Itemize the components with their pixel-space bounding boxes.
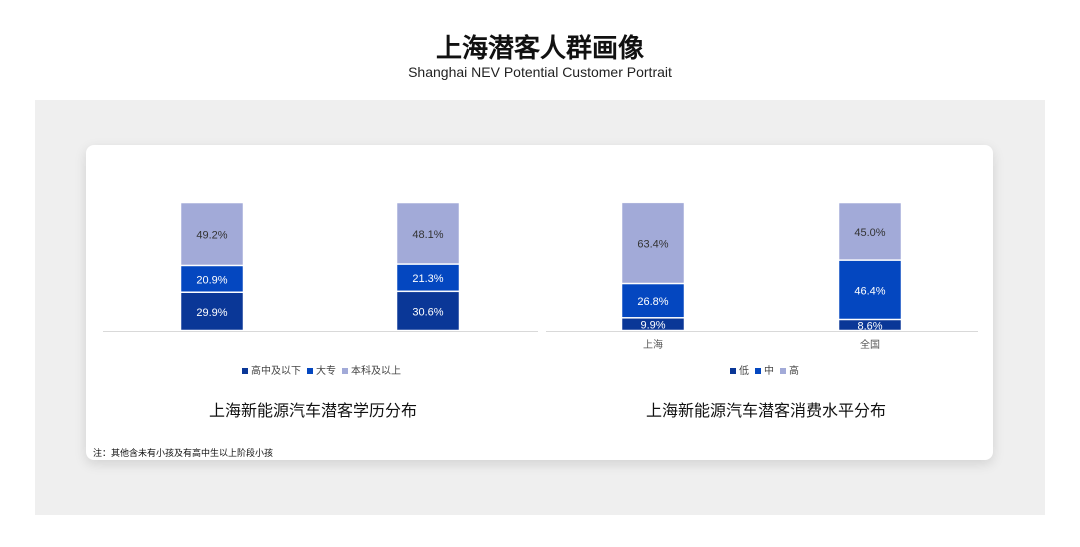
data-label: 46.4% [854,285,885,297]
legend-label: 中 [764,366,774,377]
legend-swatch [730,368,736,374]
footnote: 注：其他含未有小孩及有高中生以上阶段小孩 [93,449,274,459]
legend-item: 中 [755,362,774,377]
bar-segment [180,265,244,292]
data-label: 30.6% [412,306,443,318]
data-label: 9.9% [640,320,665,332]
data-label: 21.3% [412,273,443,285]
legend-swatch [342,368,348,374]
bar-segment [180,292,244,331]
legend-swatch [242,368,248,374]
legend-swatch [307,368,313,374]
legend-item: 低 [730,362,749,377]
bar-segment [621,283,685,318]
bar-segment [838,260,902,320]
legend-label: 高 [789,366,799,377]
bar-segment [396,291,460,331]
legend-item: 大专 [307,362,336,377]
bar-segment [838,319,902,331]
legend-swatch [780,368,786,374]
consumption-chart: 9.9% 26.8% 63.4% 上海 8.6% 46.4% 45.0% 全国 [546,202,978,351]
bar-segment [180,202,244,266]
bar-segment [838,202,902,260]
data-label: 26.8% [637,296,668,308]
legend-item: 高 [780,362,799,377]
education-legend: 高中及以下 大专 本科及以上 [242,362,401,377]
legend-label: 本科及以上 [351,366,401,377]
data-label: 63.4% [637,238,668,250]
legend-label: 高中及以下 [251,366,301,377]
education-chart: 29.9% 20.9% 49.2% 30.6% 21.3% 48.1% [103,202,538,332]
consumption-legend: 低中高 [730,362,799,377]
consumption-chart-title: 上海新能源汽车潜客消费水平分布 [645,401,886,420]
legend-label: 大专 [316,366,336,377]
education-chart-title: 上海新能源汽车潜客学历分布 [208,401,417,420]
bar-segment [621,202,685,284]
x-tick-label: 全国 [860,338,880,351]
legend-label: 低 [739,366,749,377]
legend-item: 高中及以下 [242,362,301,377]
page-title: 上海潜客人群画像 [435,34,644,64]
legend-item: 本科及以上 [342,362,401,377]
x-tick-label: 上海 [643,338,663,351]
data-label: 8.6% [857,320,882,332]
bar-segment [396,202,460,264]
data-label: 48.1% [412,229,443,241]
data-label: 29.9% [196,307,227,319]
data-label: 45.0% [854,227,885,239]
data-label: 49.2% [196,229,227,241]
data-label: 20.9% [196,274,227,286]
page-subtitle: Shanghai NEV Potential Customer Portrait [408,64,672,80]
legend-swatch [755,368,761,374]
bar-segment [396,264,460,292]
bar-segment [621,318,685,331]
